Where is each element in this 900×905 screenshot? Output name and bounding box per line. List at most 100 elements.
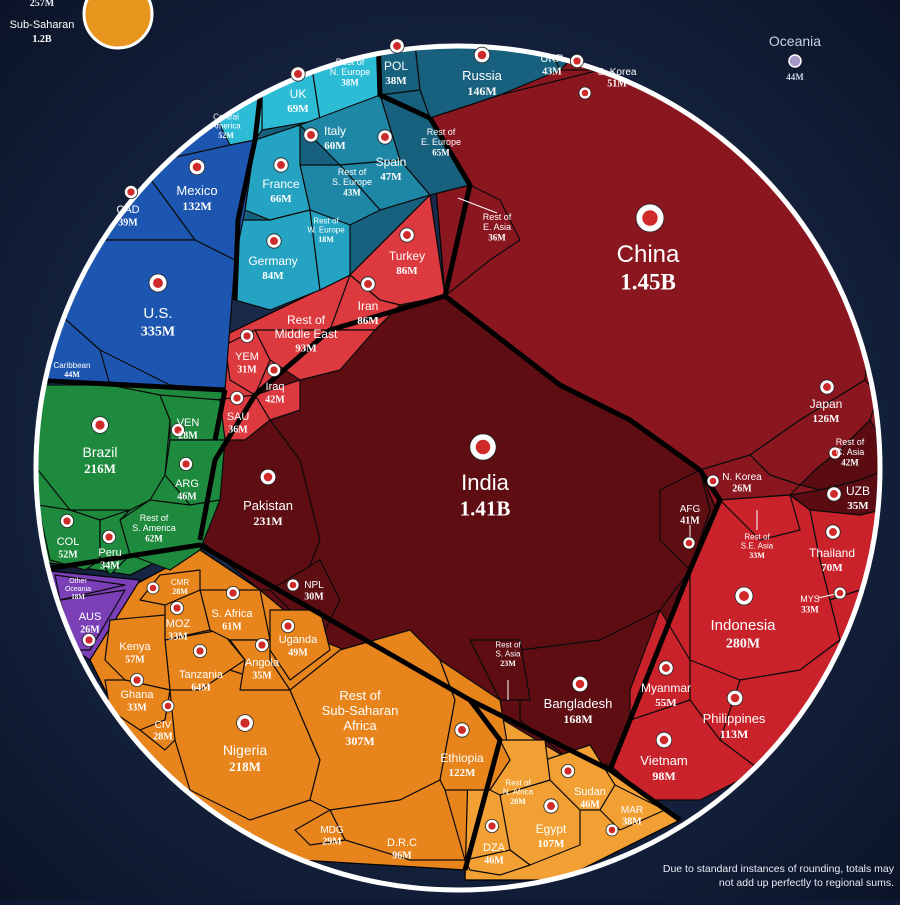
pol-flag-mark: [393, 42, 401, 50]
pol-label: POL: [384, 59, 408, 73]
ukr-flag-mark: [573, 57, 581, 65]
pakistan-flag-mark: [263, 472, 273, 482]
iraq-value: 42M: [265, 395, 285, 406]
germany-label: Germany: [248, 254, 297, 268]
russia-label: Russia: [462, 68, 503, 83]
restcasia-value: 42M: [841, 458, 859, 468]
spain-flag-mark: [381, 133, 389, 141]
civ-label: CIV: [155, 720, 172, 731]
ukr-value: 43M: [542, 67, 562, 78]
tanzania-value: 64M: [191, 683, 211, 694]
vietnam-value: 98M: [652, 769, 675, 783]
mar-flag-mark: [608, 826, 616, 834]
uk-value: 69M: [287, 103, 309, 115]
spain-label: Spain: [376, 155, 407, 169]
centralam-label: America: [211, 122, 241, 131]
region-border: [232, 79, 265, 301]
turkey-flag-mark: [403, 231, 411, 239]
resteeurope-label: E. Europe: [421, 137, 461, 147]
mar-value: 38M: [622, 817, 642, 828]
ven-value: 28M: [178, 431, 198, 442]
cell-restsasia: [469, 639, 531, 701]
cmr-value: 28M: [172, 587, 188, 596]
us-label: U.S.: [143, 305, 172, 322]
pakistan-value: 231M: [253, 514, 282, 528]
restme-label: Middle East: [275, 327, 338, 341]
ghana-label: Ghana: [120, 689, 154, 701]
footnote: Due to standard instances of rounding, t…: [662, 863, 894, 889]
cell-brazil: [37, 384, 171, 511]
ghana-flag-mark: [133, 676, 141, 684]
restme-value: 93M: [295, 343, 317, 355]
sudan-flag-mark: [564, 767, 572, 775]
cad-label: CAD: [116, 204, 139, 216]
kenya-label: Kenya: [119, 641, 151, 653]
drc-label: D.R.C: [387, 837, 417, 849]
spain-value: 47M: [380, 171, 402, 183]
region-border: [197, 293, 446, 541]
france-label: France: [262, 177, 300, 191]
myanmar-flag-mark: [662, 664, 670, 672]
peru-value: 34M: [100, 561, 120, 572]
caribbean-label: Caribbean: [54, 361, 91, 370]
resteeurope-value: 65M: [432, 148, 450, 158]
marker-top-value: 257M: [30, 0, 55, 9]
myanmar-value: 55M: [655, 697, 677, 709]
russia-flag-mark: [477, 50, 487, 60]
uganda-flag-mark: [284, 622, 292, 630]
restseurope-label: Rest of: [338, 167, 367, 177]
yem-label: YEM: [235, 351, 259, 363]
arg-label: ARG: [175, 478, 199, 490]
us-value: 335M: [141, 324, 175, 339]
restneurope-value: 38M: [341, 78, 359, 88]
afg-label: AFG: [680, 504, 701, 515]
mexico-value: 132M: [182, 199, 211, 213]
uganda-value: 49M: [288, 648, 308, 659]
indonesia-flag-mark: [739, 591, 749, 601]
restneurope-label: N. Europe: [330, 67, 371, 77]
centralam-label: Central: [213, 112, 239, 121]
cell-otheroceania: [54, 574, 126, 601]
nigeria-flag-mark: [240, 718, 250, 728]
restsasia-label: S. Asia: [496, 650, 521, 659]
cell-angola: [229, 639, 291, 691]
cmr-flag-mark: [149, 584, 157, 592]
ven-label: VEN: [177, 417, 200, 429]
ven-flag-mark: [174, 426, 182, 434]
ethiopia-label: Ethiopia: [440, 751, 484, 765]
turkey-value: 86M: [396, 265, 418, 277]
centralam-value: 52M: [218, 131, 234, 140]
cell-mdg: [294, 809, 346, 846]
egypt-label: Egypt: [536, 822, 567, 836]
region-border: [427, 116, 702, 473]
brazil-flag-mark: [95, 420, 105, 430]
region-border: [462, 698, 503, 871]
dza-label: DZA: [483, 842, 506, 854]
mys-label: MYS: [800, 594, 820, 604]
iran-flag-mark: [364, 280, 372, 288]
bangladesh-label: Bangladesh: [544, 696, 613, 711]
philippines-label: Philippines: [703, 711, 766, 726]
china-value: 1.45B: [620, 270, 676, 295]
cell-restweurope: [309, 209, 351, 291]
restcasia-label: C. Asia: [836, 447, 865, 457]
sau-label: SAU: [227, 411, 250, 423]
cad-flag-mark: [127, 188, 135, 196]
aus-value: 26M: [80, 625, 100, 636]
india-label: India: [461, 470, 509, 495]
tanzania-label: Tanzania: [179, 669, 224, 681]
skorea-label: S. Korea: [598, 67, 637, 78]
restcasia-label: Rest of: [836, 437, 865, 447]
uzb-value: 35M: [847, 500, 869, 512]
restnafrica-label: Rest of: [505, 778, 531, 787]
drc-value: 96M: [392, 851, 412, 862]
indonesia-label: Indonesia: [710, 617, 776, 634]
cmr-label: CMR: [171, 578, 189, 587]
thailand-value: 70M: [821, 562, 843, 574]
resteeurope-label: Rest of: [427, 127, 456, 137]
restweurope-value: 18M: [318, 235, 334, 244]
kenya-value: 57M: [125, 655, 145, 666]
egypt-flag-mark: [547, 802, 555, 810]
subsaharan-marker: [82, 0, 154, 50]
